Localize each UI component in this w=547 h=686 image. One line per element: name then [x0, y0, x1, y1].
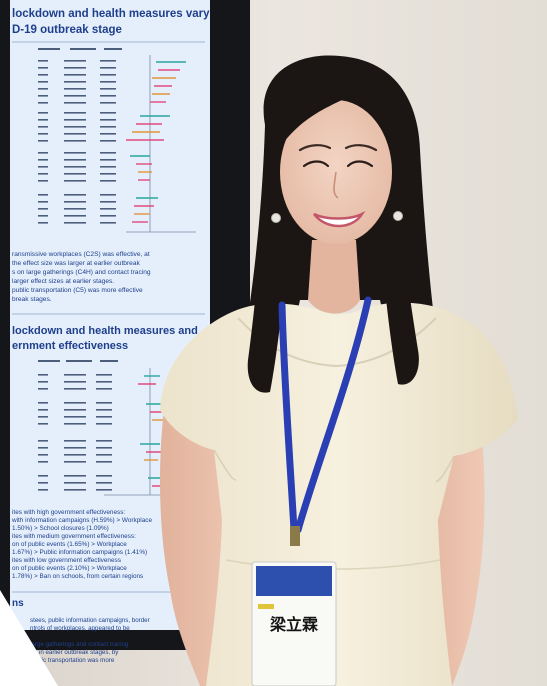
badge-header-bar — [256, 566, 332, 596]
poster-section2-title-line2: ernment effectiveness — [12, 340, 128, 352]
name-badge: 梁立霖 — [251, 561, 337, 686]
poster-note: ntrols of workplaces, appeared to be — [30, 625, 130, 632]
poster-note: large gatherings and contact tracing — [30, 641, 129, 648]
poster-note: on of public events (1.65%) > Workplace — [12, 541, 127, 548]
dress-sleeve-fold — [213, 449, 237, 481]
dress — [160, 302, 518, 686]
right-earring — [393, 211, 403, 221]
left-eyebrow — [298, 144, 332, 152]
poster-note: ites with medium government effectivenes… — [12, 533, 136, 540]
badge-tag — [258, 604, 274, 609]
poster-section1-title-line2: D-19 outbreak stage — [12, 24, 122, 36]
right-eye — [346, 160, 374, 168]
poster-note: s on large gatherings (C4H) and contact … — [12, 269, 151, 276]
poster-note: ransmissive workplaces (C2S) was effecti… — [12, 251, 150, 258]
poster-note: public transportation (C5) was more effe… — [12, 287, 143, 294]
poster-section3-notes: stees, public information campaigns, bor… — [30, 617, 150, 664]
corner-cutout — [0, 590, 58, 686]
neck — [308, 240, 360, 314]
poster-section1-title-line1: lockdown and health measures vary — [12, 8, 210, 20]
hair-bangs — [278, 72, 397, 150]
poster-note: ter in earlier outbreak stages, by — [30, 649, 119, 656]
poster-note: on of public events (2.10%) > Workplace — [12, 565, 127, 572]
poster-section1-table — [38, 48, 122, 224]
lanyard-clip — [290, 526, 300, 546]
poster-note: stees, public information campaigns, bor… — [30, 617, 150, 624]
poster-note: public transportation was more — [30, 657, 115, 664]
badge-name: 梁立霖 — [269, 615, 318, 634]
poster-note: ites with high government effectiveness: — [12, 509, 125, 516]
lanyard-left — [278, 301, 298, 534]
nose — [333, 171, 339, 199]
poster-section2-title-line1: lockdown and health measures and — [12, 325, 198, 337]
poster-note: 1.78%) > Ban on schools, from certain re… — [12, 573, 143, 580]
poster-note: 1.50%) > School closures (1.09%) — [12, 525, 109, 532]
poster-section1-forest-plot — [126, 55, 196, 233]
poster-section3-title: ns — [12, 598, 24, 609]
poster-note: larger effect sizes at earlier stages. — [12, 278, 114, 285]
poster-section2-notes: ites with high government effectiveness:… — [11, 509, 152, 580]
poster-section2-table — [38, 360, 118, 491]
poster-note: break stages. — [12, 296, 52, 303]
poster-section1-notes: ransmissive workplaces (C2S) was effecti… — [12, 251, 151, 303]
lanyard-right — [294, 296, 372, 534]
left-earring — [271, 213, 281, 223]
poster-note: with information campaigns (H.59%) > Wor… — [11, 517, 152, 524]
poster-note: ites with low government effectiveness — [12, 557, 121, 564]
poster-note: the effect size was larger at earlier ou… — [12, 260, 140, 267]
right-eyebrow — [344, 144, 378, 152]
poster-note: 1.67%) > Public information campaigns (1… — [12, 549, 147, 556]
hair-front-right — [376, 160, 419, 385]
left-eye — [302, 160, 330, 168]
smile — [313, 210, 366, 228]
dress-sleeve-fold — [435, 455, 455, 483]
